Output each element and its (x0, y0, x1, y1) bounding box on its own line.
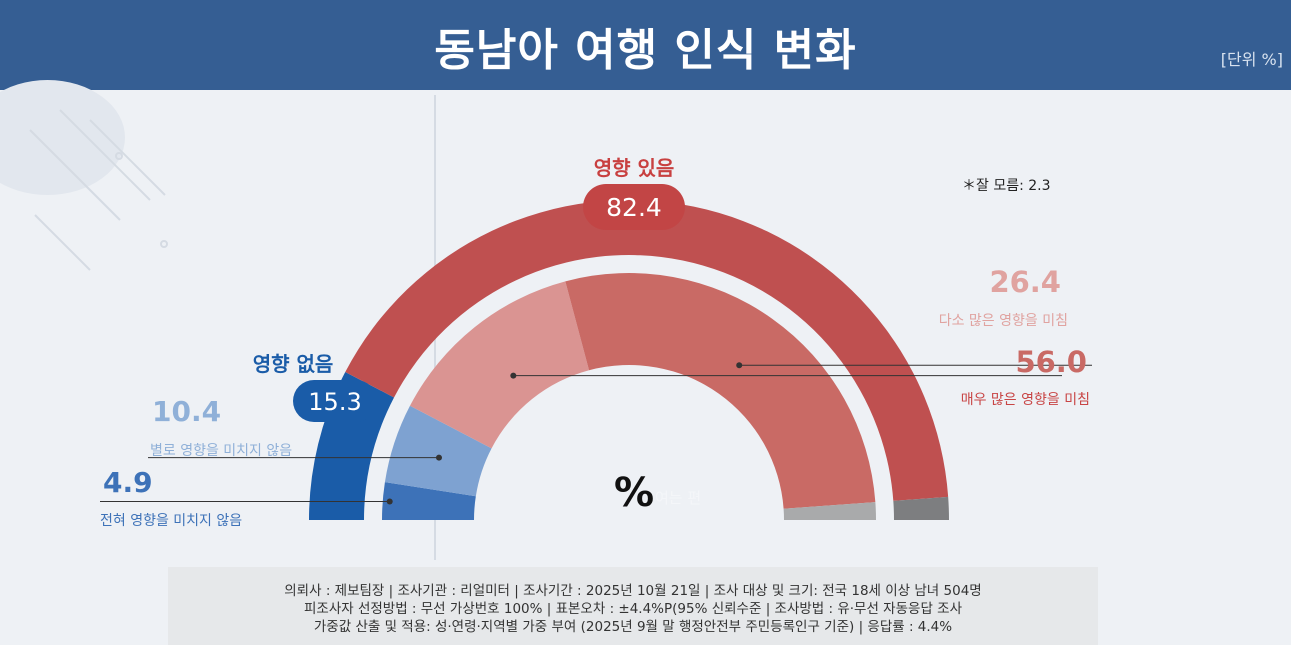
group-label-yes: 영향 있음 (594, 156, 675, 180)
center-percent-symbol: % (614, 470, 654, 516)
value-label-not-much: 10.4 (152, 395, 221, 428)
footer-line-1: 의뢰사 : 제보팀장 | 조사기관 : 리얼미터 | 조사기간 : 2025년 … (284, 583, 982, 599)
center-ghost-text: 여는 편 (655, 489, 701, 507)
inner-segment-not-much (384, 405, 492, 497)
inner-segment-unknown (783, 502, 876, 520)
group-value-yes: 82.4 (606, 193, 662, 222)
footer-line-2: 피조사자 선정방법 : 무선 가상번호 100% | 표본오차 : ±4.4%P… (303, 601, 962, 617)
leader-somewhat-dot (510, 372, 517, 379)
desc-label-not-at-all: 전혀 영향을 미치지 않음 (100, 513, 242, 529)
desc-label-not-much: 별로 영향을 미치지 않음 (150, 443, 292, 459)
value-label-somewhat: 26.4 (989, 265, 1061, 299)
leader-very-much-dot (736, 362, 743, 369)
group-value-no: 15.3 (308, 388, 361, 416)
inner-segment-not-at-all (382, 482, 476, 520)
leader-not-much-dot (435, 454, 442, 461)
group-label-no: 영향 없음 (253, 352, 334, 376)
value-label-very-much: 56.0 (1015, 345, 1087, 379)
group-badge-no (293, 380, 377, 422)
leader-lines (100, 362, 1092, 505)
inner-ring (382, 273, 876, 520)
outer-segment-unknown (893, 496, 949, 520)
page-title: 동남아 여행 인식 변화 (434, 25, 857, 76)
value-label-not-at-all: 4.9 (103, 466, 153, 499)
unit-label: [단위 %] (1220, 50, 1283, 69)
desc-label-very-much: 매우 많은 영향을 미침 (961, 392, 1090, 408)
footer-line-3: 가중값 산출 및 적용: 성·연령·지역별 가중 부여 (2025년 9월 말 … (313, 619, 953, 635)
outer-segment-impact (345, 200, 949, 501)
desc-label-somewhat: 다소 많은 영향을 미침 (939, 313, 1068, 329)
inner-segment-very-much (565, 273, 876, 509)
inner-segment-somewhat (409, 281, 590, 449)
decorative-circle (0, 80, 125, 195)
group-badge-yes (583, 184, 685, 230)
leader-not-at-all-dot (386, 498, 393, 505)
survey-info-footer: 의뢰사 : 제보팀장 | 조사기관 : 리얼미터 | 조사기간 : 2025년 … (168, 567, 1098, 645)
unknown-note: ＊잘 모름: 2.3 (962, 178, 1051, 194)
header-bar: 동남아 여행 인식 변화 [단위 %] (0, 0, 1291, 90)
